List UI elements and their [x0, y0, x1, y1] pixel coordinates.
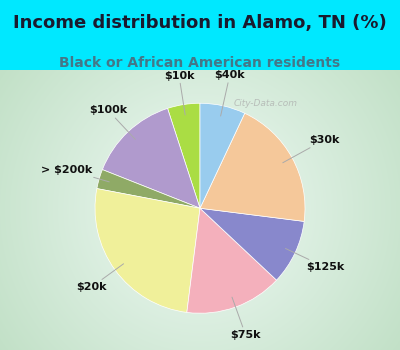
Wedge shape — [168, 103, 200, 208]
Wedge shape — [95, 189, 200, 313]
Text: $125k: $125k — [286, 248, 344, 272]
Wedge shape — [200, 103, 245, 208]
Wedge shape — [200, 113, 305, 222]
Text: City-Data.com: City-Data.com — [234, 99, 298, 108]
Text: $20k: $20k — [76, 264, 124, 292]
Text: $30k: $30k — [283, 135, 340, 163]
Text: $40k: $40k — [214, 70, 245, 116]
Text: Income distribution in Alamo, TN (%): Income distribution in Alamo, TN (%) — [13, 14, 387, 32]
Wedge shape — [187, 208, 276, 313]
Text: $100k: $100k — [89, 105, 135, 139]
Text: Black or African American residents: Black or African American residents — [60, 56, 340, 70]
Wedge shape — [102, 108, 200, 208]
Wedge shape — [97, 170, 200, 208]
Wedge shape — [200, 208, 304, 280]
Text: $10k: $10k — [164, 70, 194, 115]
Text: > $200k: > $200k — [41, 164, 109, 182]
Text: $75k: $75k — [230, 297, 261, 340]
